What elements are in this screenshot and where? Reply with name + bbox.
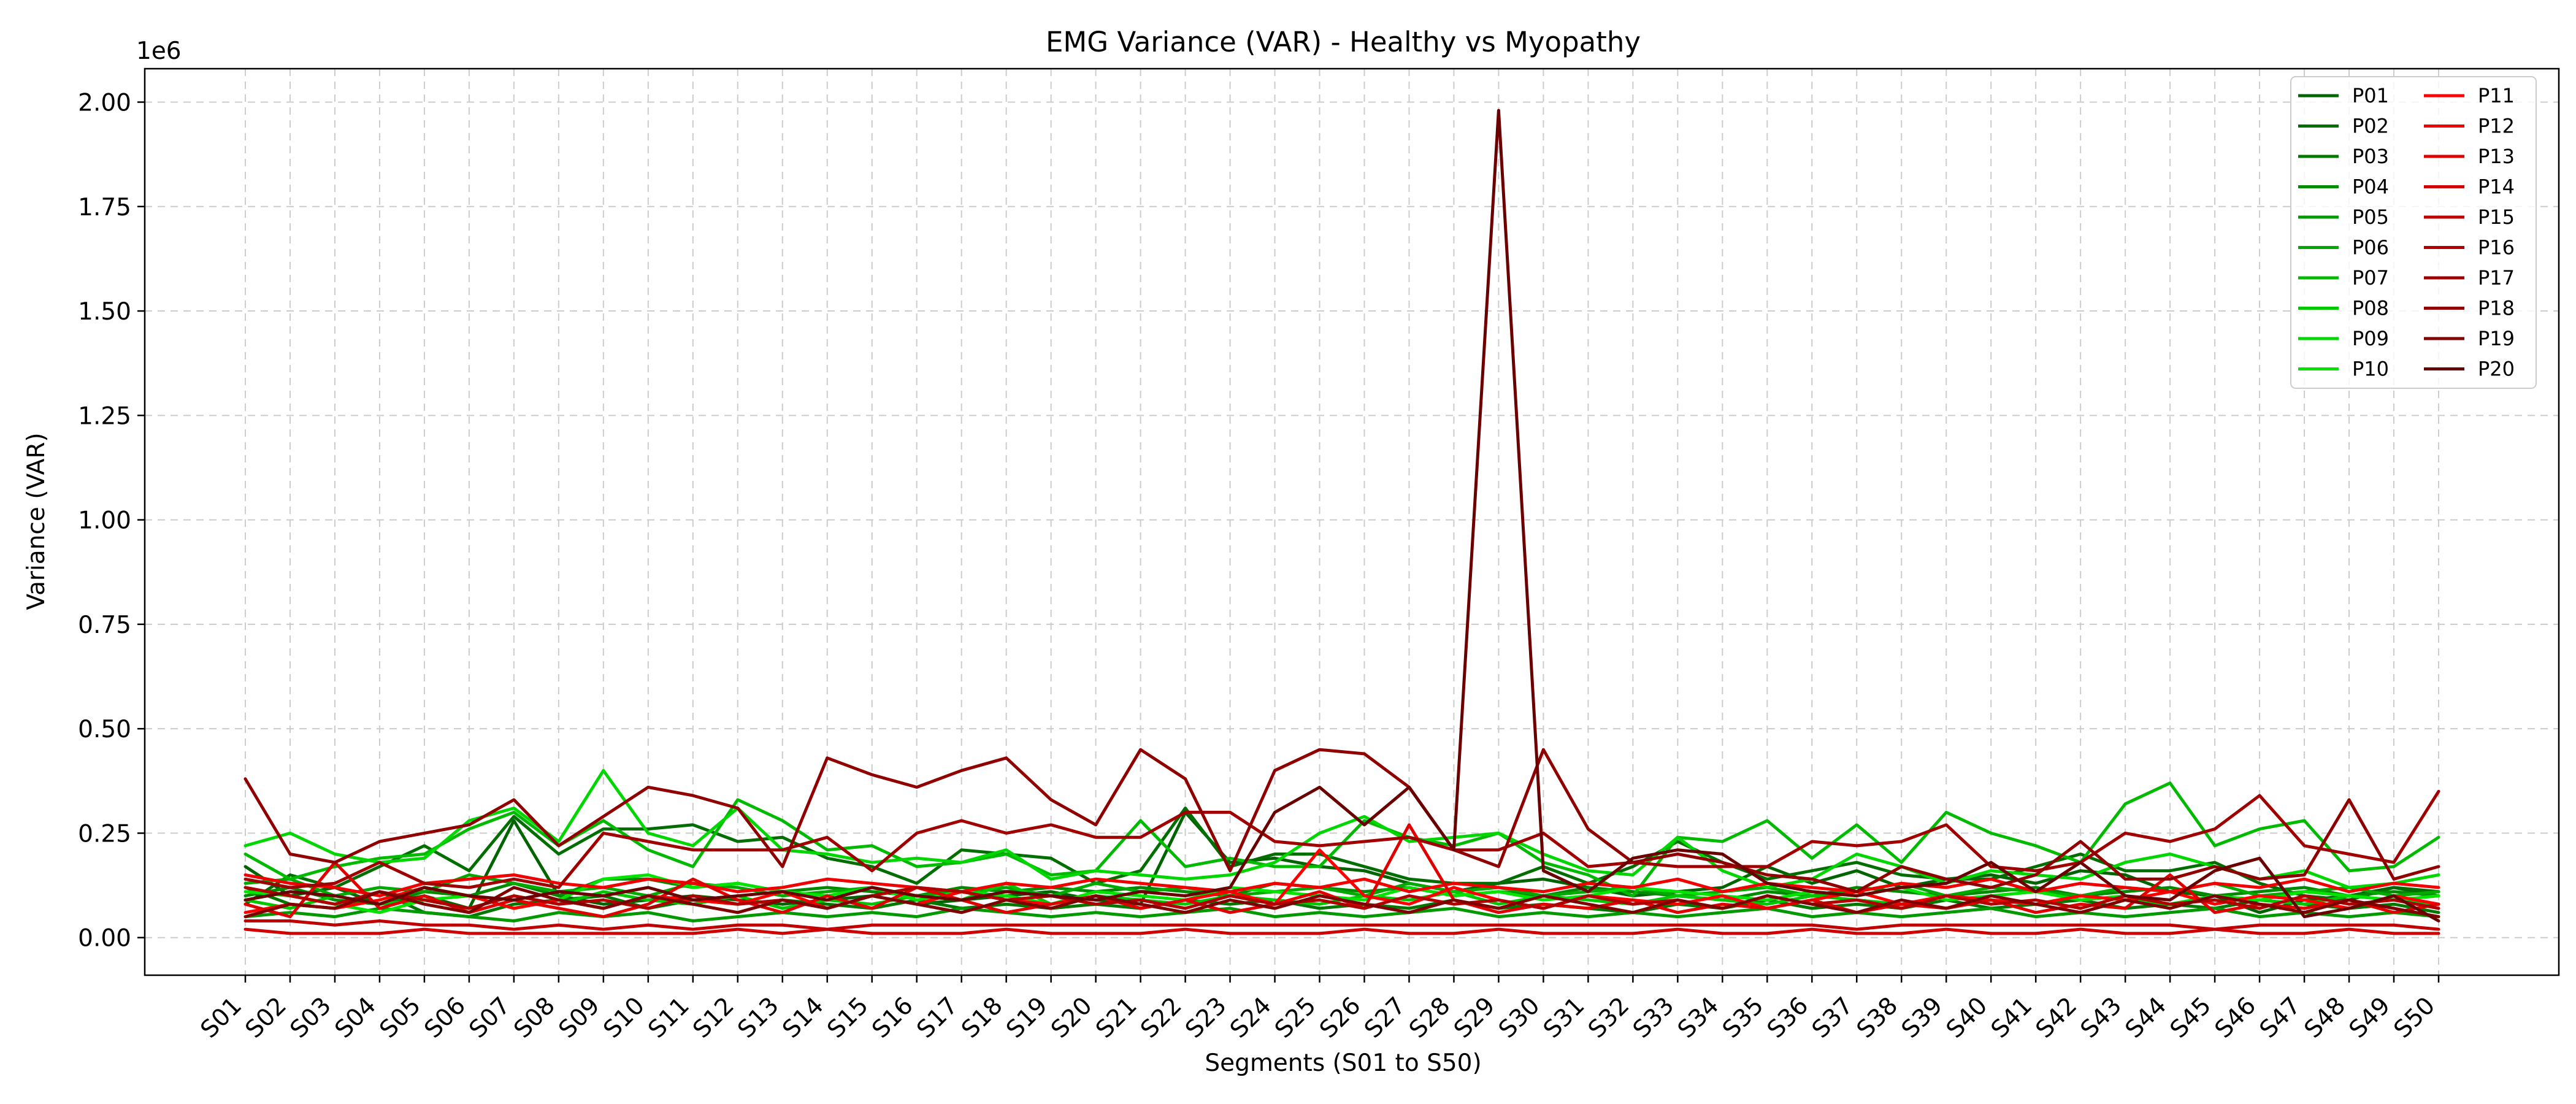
legend-label: P18 bbox=[2478, 297, 2515, 320]
legend-label: P10 bbox=[2352, 358, 2389, 381]
y-axis-label: Variance (VAR) bbox=[23, 432, 50, 610]
legend-label: P01 bbox=[2352, 84, 2389, 107]
legend-label: P07 bbox=[2352, 266, 2389, 289]
y-tick-label: 1.75 bbox=[78, 194, 131, 221]
legend-label: P16 bbox=[2478, 236, 2515, 259]
y-tick-label: 0.25 bbox=[78, 820, 131, 848]
legend-label: P15 bbox=[2478, 205, 2515, 229]
legend-label: P13 bbox=[2478, 145, 2515, 168]
legend-label: P17 bbox=[2478, 266, 2515, 289]
legend-frame bbox=[2290, 76, 2537, 389]
legend-label: P14 bbox=[2478, 175, 2515, 199]
y-offset-label: 1e6 bbox=[136, 37, 182, 65]
y-tick-label: 0.00 bbox=[78, 925, 131, 953]
y-tick-label: 1.25 bbox=[78, 402, 131, 430]
series-line-p12 bbox=[243, 873, 2440, 898]
series-line-p14 bbox=[243, 927, 2440, 935]
legend-label: P09 bbox=[2352, 327, 2389, 350]
x-axis-label: Segments (S01 to S50) bbox=[1205, 1049, 1481, 1077]
series-line-p20 bbox=[243, 109, 2440, 922]
y-tick-label: 0.75 bbox=[78, 611, 131, 639]
series-line-p18 bbox=[243, 748, 2440, 894]
series-line-p15 bbox=[243, 919, 2440, 931]
chart-title: EMG Variance (VAR) - Healthy vs Myopathy bbox=[1046, 26, 1641, 58]
series-line-p06 bbox=[243, 873, 2440, 898]
legend: P01 P02 P03 P04 P05 P06 P07 P08 P09 P10 P11 P12 P13 P… bbox=[2290, 76, 2537, 389]
legend-label: P20 bbox=[2478, 358, 2515, 381]
legend-label: P04 bbox=[2352, 175, 2389, 199]
series-line-p03 bbox=[243, 886, 2440, 919]
legend-label: P19 bbox=[2478, 327, 2515, 350]
series-line-p09 bbox=[243, 769, 2440, 889]
y-tick-label: 1.00 bbox=[78, 507, 131, 535]
plot-frame bbox=[144, 67, 2560, 976]
series-group bbox=[243, 109, 2440, 935]
legend-label: P05 bbox=[2352, 205, 2389, 229]
legend-label: P11 bbox=[2478, 84, 2515, 107]
series-line-p16 bbox=[243, 886, 2440, 910]
y-tick-label: 2.00 bbox=[78, 89, 131, 117]
legend-label: P02 bbox=[2352, 115, 2389, 138]
legend-label: P12 bbox=[2478, 115, 2515, 138]
y-tick-label: 1.50 bbox=[78, 298, 131, 326]
legend-label: P06 bbox=[2352, 236, 2389, 259]
series-line-p01 bbox=[243, 810, 2440, 914]
legend-label: P08 bbox=[2352, 297, 2389, 320]
series-line-p17 bbox=[243, 789, 2440, 889]
y-tick-label: 0.50 bbox=[78, 716, 131, 743]
series-line-p02 bbox=[243, 807, 2440, 906]
series-line-p19 bbox=[243, 886, 2440, 919]
legend-label: P03 bbox=[2352, 145, 2389, 168]
